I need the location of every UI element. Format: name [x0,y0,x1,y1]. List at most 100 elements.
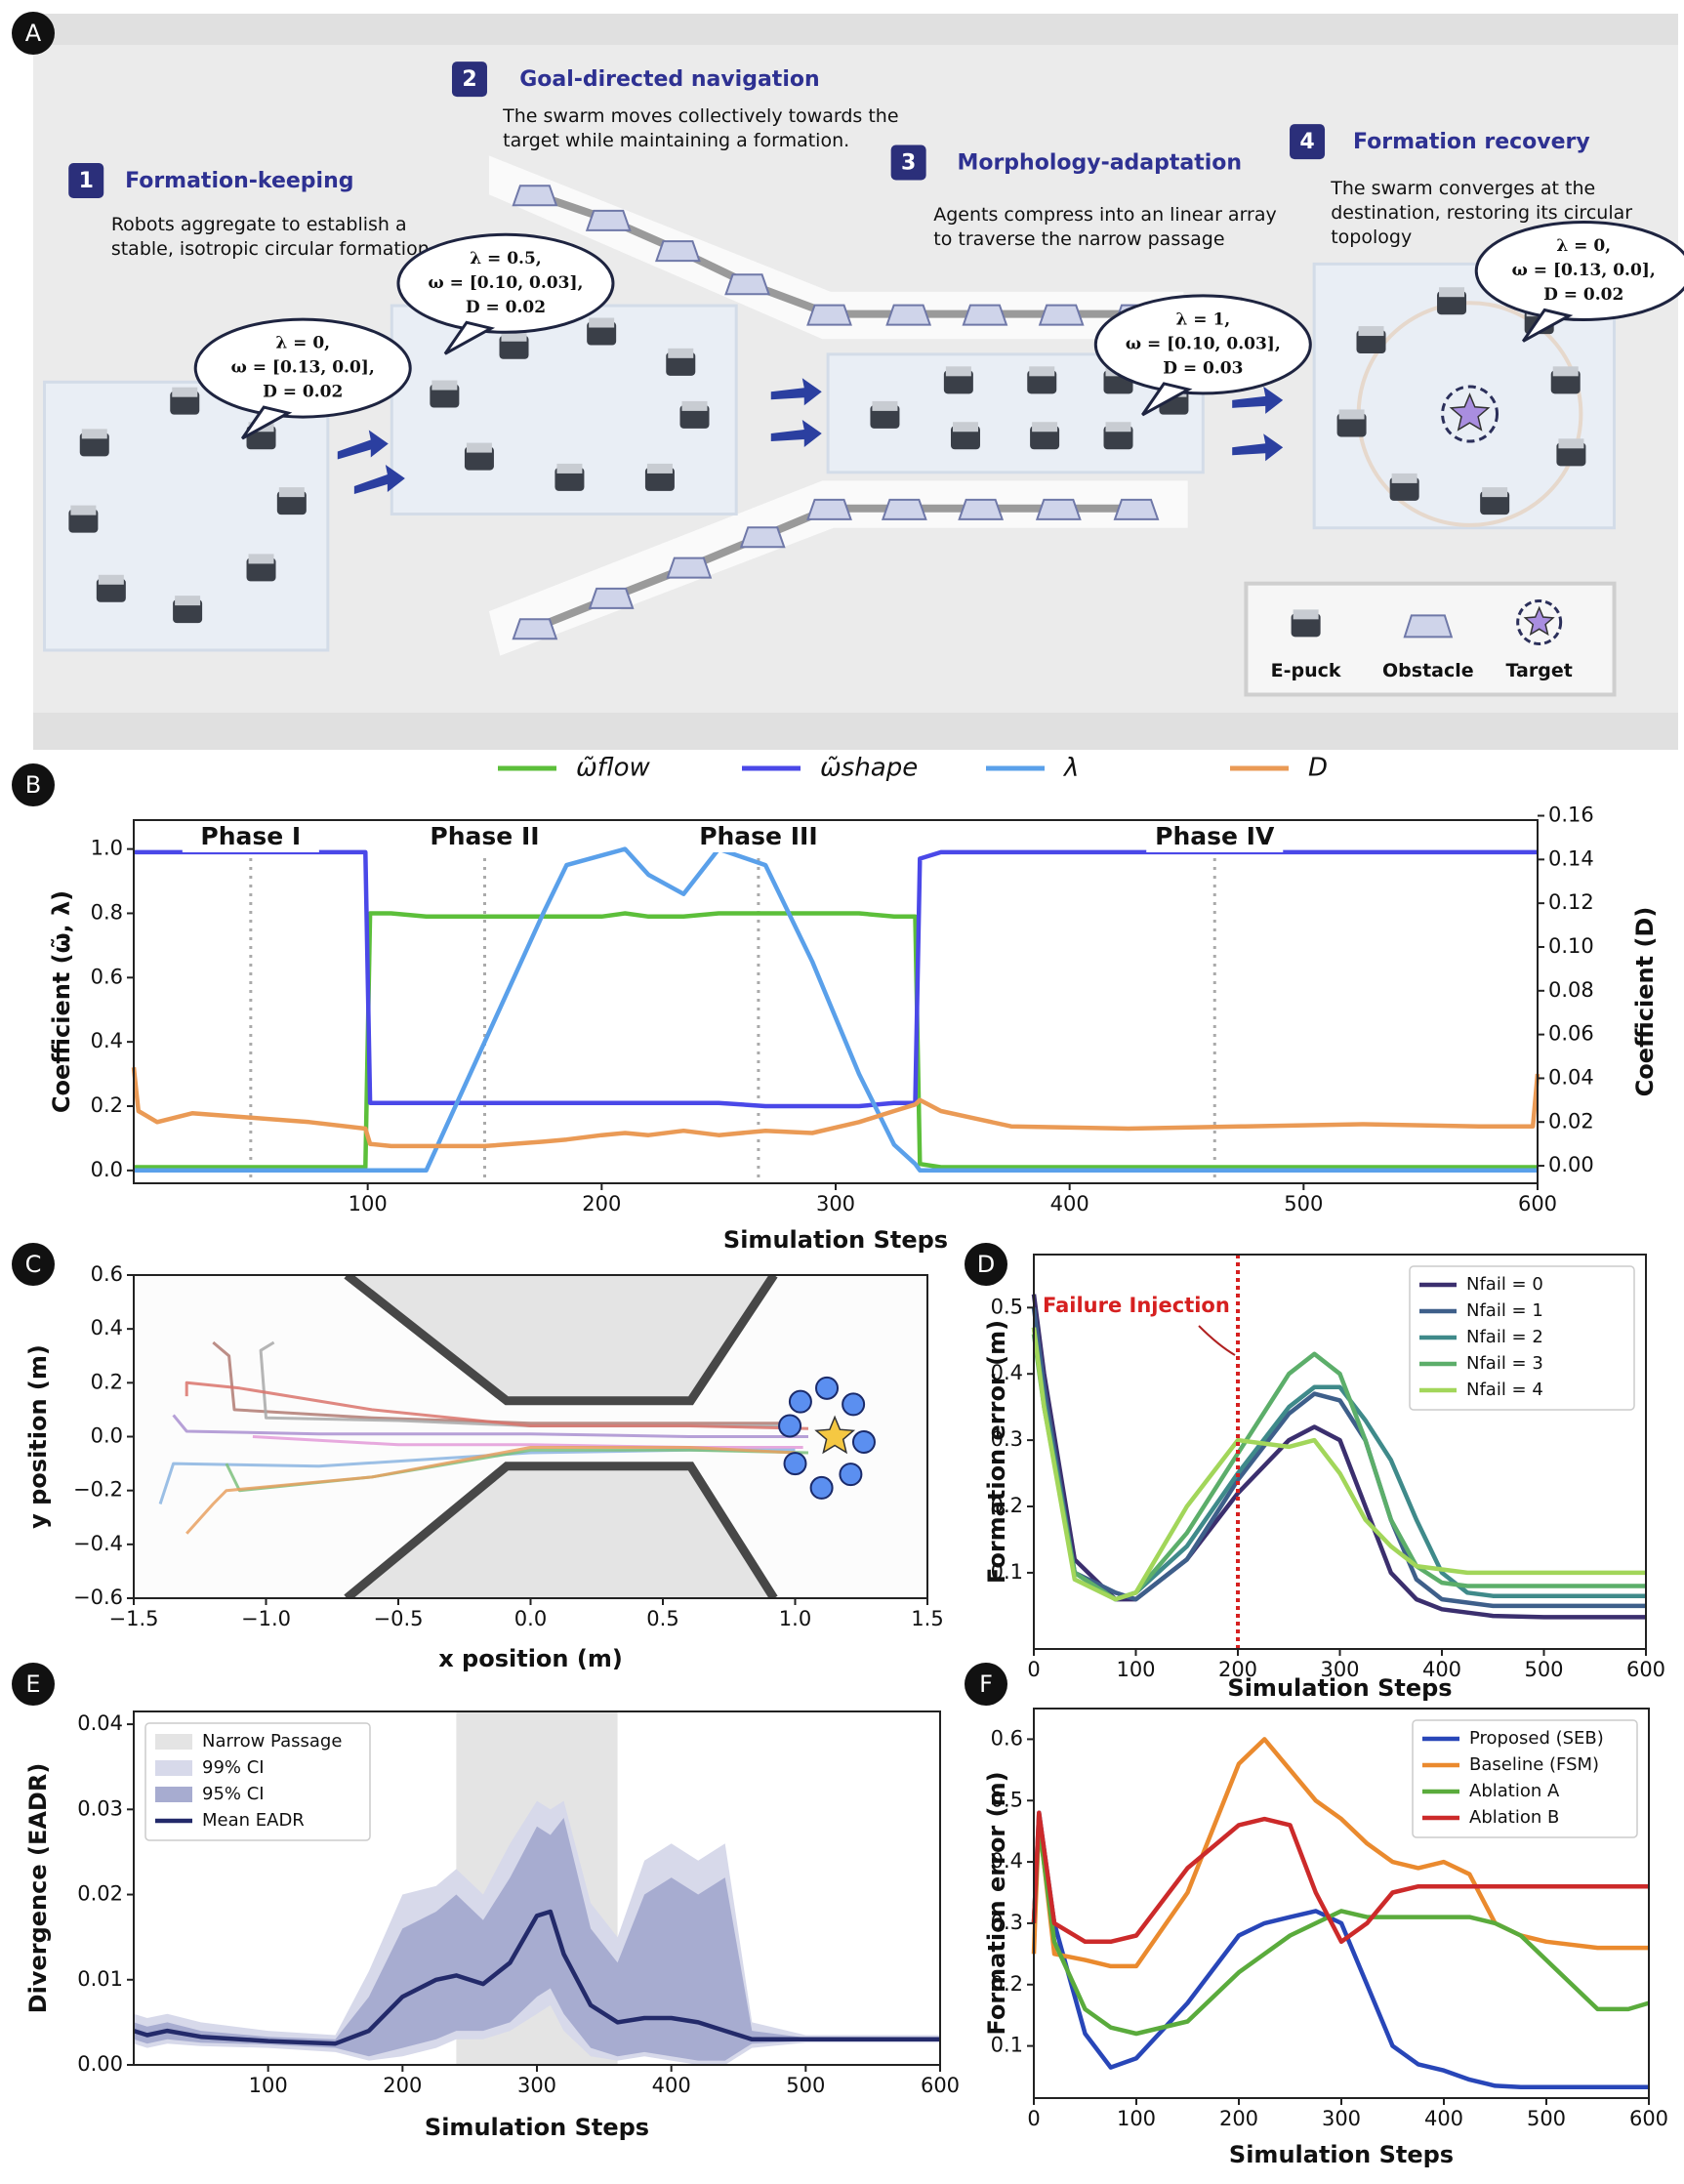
obstacle-icon [806,304,852,326]
series-line [172,1414,808,1438]
series-line [212,1340,796,1425]
flow-arrow [1232,433,1284,462]
x-tick-label: 500 [786,2074,825,2097]
panel-label-badge [12,763,55,806]
y-tick-label: 0.3 [991,1427,1023,1451]
agent [842,1392,866,1417]
y2-tick-label: 0.06 [1548,1022,1594,1046]
y-tick-label: 0.4 [991,1361,1023,1384]
x-tick-label: 500 [1284,1192,1323,1216]
legend-box [1412,1719,1638,1838]
series-line [1031,1810,1649,1945]
legend-label: ω̃flow [576,754,650,783]
panel-label-badge [965,1243,1007,1286]
obstacle-wall [344,1275,778,1406]
x-tick-label: 300 [1322,2107,1361,2130]
legend-label: E-puck [1271,660,1341,681]
step-number: 4 [1299,130,1314,154]
series-line [1031,1307,1646,1609]
target [814,1415,856,1455]
legend-swatch [155,1734,192,1750]
panel-label: E [25,1670,40,1698]
agent [783,1452,807,1476]
agent [839,1463,863,1487]
panel-a-band [33,713,1678,750]
x-tick-label: 200 [383,2074,422,2097]
robot-top [248,554,274,564]
step-description: The swarm converges at the [1330,178,1595,199]
agent [778,1414,802,1438]
obstacle-icon [739,526,786,549]
flow-arrow [770,419,822,447]
robot-top [172,387,198,397]
legend-label: Baseline (FSM) [1469,1754,1599,1775]
panel-a-band [33,14,1678,45]
event-label: Failure Injection [1043,1294,1230,1317]
legend-label: Target [1506,660,1573,681]
bubble-text: λ = 0, [1556,236,1611,256]
step-title: Morphology-adaptation [957,150,1242,175]
y-tick-label: 0.6 [91,965,123,988]
robot-top [1029,366,1055,377]
y2-tick-label: 0.02 [1548,1109,1594,1133]
agent [851,1430,876,1455]
panel-label: B [25,771,41,799]
y-axis-label: Formation error (m) [983,1771,1010,2035]
phase-label-bg [182,823,319,852]
panel-a-legend [1244,581,1617,697]
obstacle-icon [1035,498,1082,520]
legend-box [1409,1265,1635,1411]
robot-top [1105,422,1131,433]
step-title: Goal-directed navigation [519,67,819,92]
y-tick-label: −0.6 [73,1586,123,1609]
series-line [1031,1737,1649,1969]
step-description: Robots aggregate to establish a [111,214,407,235]
obstacle-icon [881,498,927,520]
step-title: Formation recovery [1353,130,1590,154]
robot-top [1558,438,1584,449]
legend-label: Nfail = 3 [1466,1353,1543,1374]
robot-top [1482,487,1508,498]
y-tick-label: −0.4 [73,1532,123,1555]
y-tick-label: 0.5 [991,1788,1023,1811]
legend-label: Obstacle [1382,660,1474,681]
robot-top [945,366,971,377]
step-title: Formation-keeping [125,169,353,193]
legend-label: Ablation B [1469,1807,1559,1828]
y-tick-label: 0.2 [91,1093,123,1117]
target-ring [1516,599,1563,646]
series-line [134,911,1538,1170]
y-tick-label: 0.1 [991,1560,1023,1584]
step-description: topology [1331,227,1412,248]
x-axis-label: Simulation Steps [425,2114,649,2141]
y-axis-label: y position (m) [24,1344,52,1529]
x-tick-label: 400 [1424,2107,1463,2130]
y2-tick-label: 0.04 [1548,1065,1594,1089]
legend-swatch [155,1760,192,1776]
x-tick-label: 300 [816,1192,855,1216]
series-line [1031,1823,1650,2037]
agent [809,1475,834,1500]
x-axis-label: x position (m) [438,1645,623,1672]
robot-top [1439,287,1465,298]
x-tick-label: 100 [1116,1658,1155,1681]
flow-arrow [337,430,389,460]
y-tick-label: 0.04 [77,1711,123,1735]
x-tick-label: 0.5 [646,1607,678,1630]
robot-top [1293,609,1319,620]
bubble-text: D = 0.02 [466,298,546,317]
legend-label: Nfail = 4 [1466,1380,1543,1400]
flow-arrow [770,378,822,406]
param-bubble [396,232,615,334]
obstacle-icon [585,209,632,231]
event-arrow [1198,1325,1236,1356]
phase-label: Phase II [430,822,539,850]
ci-band [134,1818,940,2061]
step-badge [1290,124,1326,160]
y-tick-label: −0.2 [73,1478,123,1502]
x-tick-label: 400 [1422,1658,1461,1681]
legend-label: 99% CI [202,1757,265,1778]
robot-top [646,463,673,474]
target-ring [1441,385,1499,443]
y-tick-label: 0.4 [91,1029,123,1052]
